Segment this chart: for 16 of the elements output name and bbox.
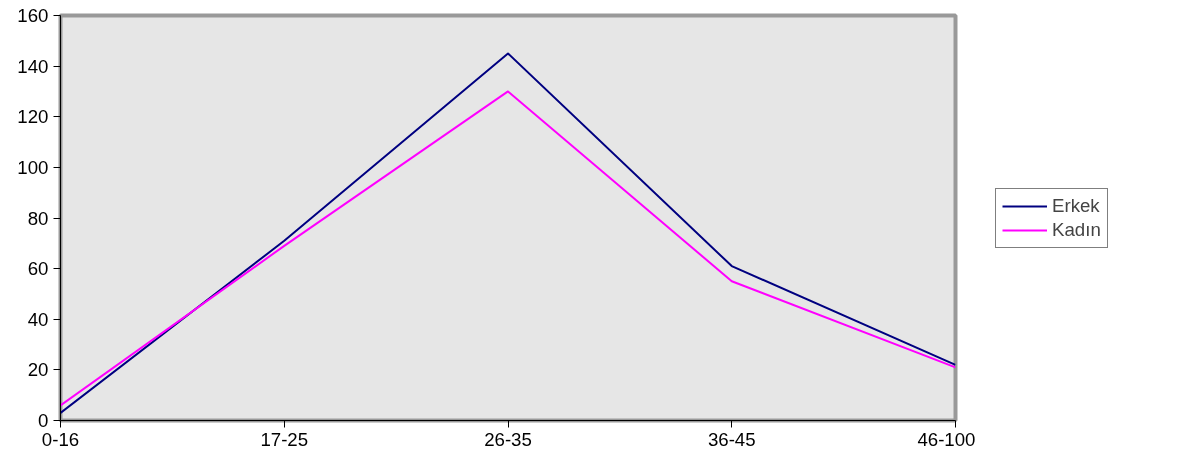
x-tick-label: 36-45 [707, 428, 756, 450]
x-tick-label: 46-100 [917, 428, 976, 450]
y-tick-label: 60 [27, 258, 49, 280]
y-tick-label: 0 [38, 410, 49, 431]
y-tick-label: 100 [17, 156, 49, 178]
x-tick-label: 26-35 [484, 428, 532, 450]
y-tick-label: 120 [17, 106, 49, 128]
legend-label: Erkek [1052, 194, 1100, 217]
y-tick-label: 160 [17, 5, 49, 26]
y-tick-label: 80 [27, 207, 49, 229]
y-tick-label: 20 [27, 359, 49, 381]
legend-label: Kadın [1052, 218, 1101, 241]
y-tick-label: 140 [17, 55, 49, 77]
y-tick-label: 40 [27, 308, 49, 330]
x-tick-label: 0-16 [41, 428, 80, 450]
x-tick-label: 17-25 [260, 428, 309, 450]
